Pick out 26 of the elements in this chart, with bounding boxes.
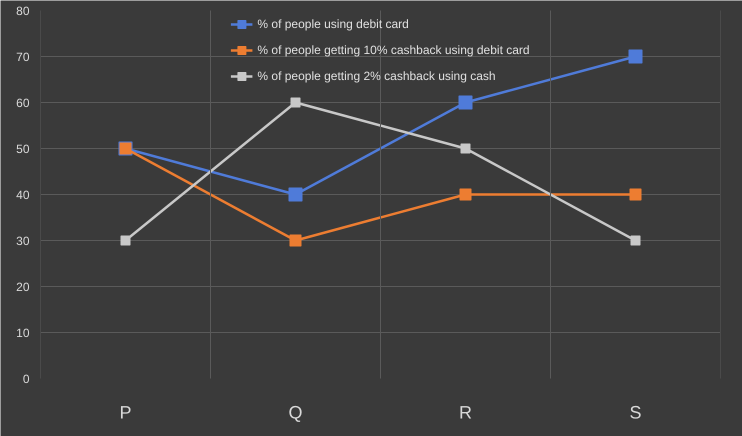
y-tick-label: 80 [16,4,30,18]
x-tick-label: R [459,402,472,422]
y-tick-label: 70 [16,50,30,64]
legend-label: % of people using debit card [257,17,409,31]
x-tick-label: S [629,402,642,422]
y-tick-label: 50 [16,142,30,156]
x-tick-label: P [119,402,132,422]
legend-label: % of people getting 2% cashback using cash [257,69,496,83]
point [460,144,470,154]
point [630,236,640,246]
point [120,236,130,246]
legend-label: % of people getting 10% cashback using debit card [257,43,530,57]
point [460,188,472,200]
point [628,50,642,64]
point [288,188,302,202]
point [458,96,472,110]
point [290,98,300,108]
point [290,234,302,246]
y-tick-label: 0 [22,372,30,386]
point [630,188,642,200]
x-tick-label: Q [288,402,303,422]
y-tick-label: 30 [16,234,30,248]
y-tick-label: 40 [16,188,30,202]
y-tick-label: 10 [16,326,30,340]
y-tick-label: 20 [16,280,30,294]
y-tick-label: 60 [16,96,30,110]
